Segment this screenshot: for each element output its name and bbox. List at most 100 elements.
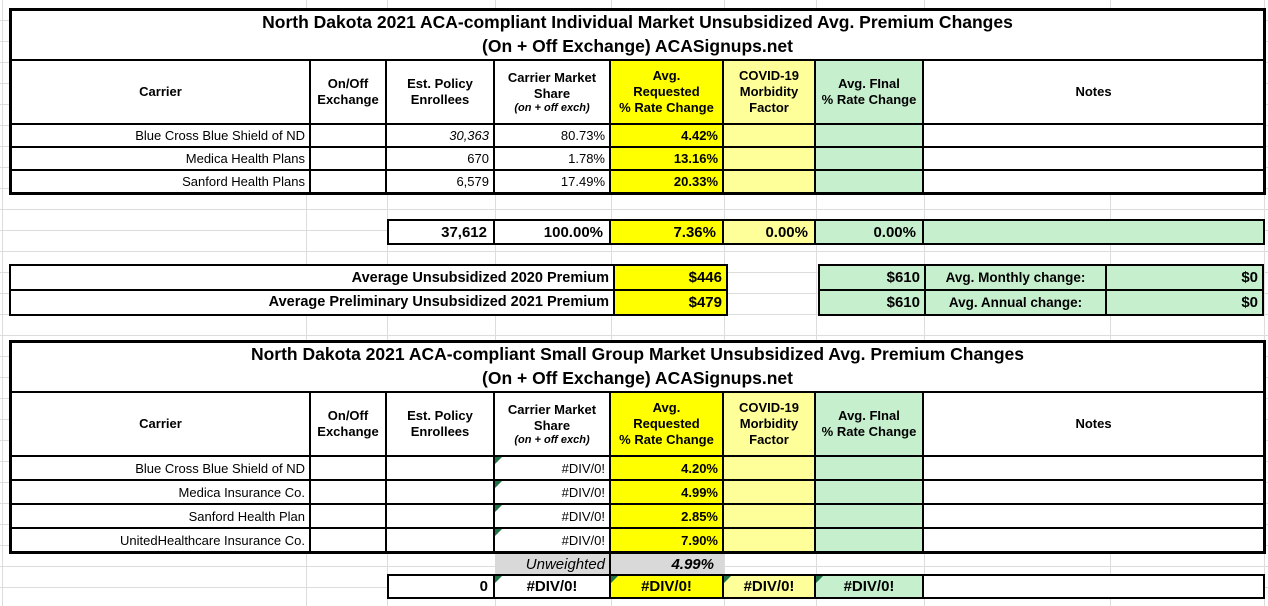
col-header-label: Est. Policy Enrollees <box>407 75 473 107</box>
totals-requested-cell: 7.36% <box>611 221 724 243</box>
covid-cell <box>724 481 816 503</box>
exchange-cell <box>311 457 387 479</box>
carrier-cell: Sanford Health Plans <box>12 171 311 192</box>
table-title: North Dakota 2021 ACA-compliant Individu… <box>12 11 1263 59</box>
market-share-cell: 80.73% <box>495 125 611 146</box>
enrollees-cell: 670 <box>387 148 495 169</box>
premium-final-cell: $610 <box>820 290 926 314</box>
final-cell <box>816 505 924 527</box>
cell-value: #DIV/0! <box>641 578 692 595</box>
gridline <box>816 0 817 606</box>
enrollees-cell: 6,579 <box>387 171 495 192</box>
enrollees-cell <box>387 505 495 527</box>
error-indicator-triangle <box>495 457 502 464</box>
unweighted-value-cell: 4.99% <box>611 554 724 574</box>
totals-row: 37,612 100.00% 7.36% 0.00% 0.00% <box>387 219 1265 245</box>
table-row: Blue Cross Blue Shield of ND 30,363 80.7… <box>12 125 1263 146</box>
col-header-label: Carrier Market Share <box>507 401 597 433</box>
col-header-notes: Notes <box>924 61 1263 123</box>
cell-value: #DIV/0! <box>561 532 605 548</box>
table-row: Sanford Health Plans 6,579 17.49% 20.33% <box>12 169 1263 192</box>
premium-value-cell: $446 <box>615 266 726 289</box>
col-header-label: Carrier <box>139 415 182 431</box>
col-header-label: Carrier Market Share <box>507 69 597 101</box>
premium-label-box: Average Unsubsidized 2020 Premium $446 <box>9 264 728 291</box>
col-header-label: Notes <box>1075 83 1112 99</box>
enrollees-cell <box>387 481 495 503</box>
table-title-line2: (On + Off Exchange) ACASignups.net <box>482 368 793 388</box>
col-header-market-share: Carrier Market Share (on + off exch) <box>495 61 611 123</box>
notes-cell <box>924 457 1263 479</box>
totals-market-share-cell: #DIV/0! <box>495 576 611 597</box>
final-cell <box>816 148 924 169</box>
notes-cell <box>924 505 1263 527</box>
requested-cell: 4.42% <box>611 125 724 146</box>
totals-covid-cell: 0.00% <box>724 221 816 243</box>
col-header-label: COVID-19 Morbidity Factor <box>739 67 799 116</box>
col-header-label: COVID-19 Morbidity Factor <box>739 399 799 448</box>
notes-cell <box>924 171 1263 192</box>
premium-row-2021: Average Preliminary Unsubsidized 2021 Pr… <box>9 288 1264 316</box>
col-header-label: On/Off Exchange <box>317 407 379 439</box>
unweighted-row: Unweighted 4.99% <box>495 554 724 574</box>
premium-label-cell: Average Unsubsidized 2020 Premium <box>11 266 615 289</box>
market-share-cell: #DIV/0! <box>495 481 611 503</box>
final-cell <box>816 171 924 192</box>
covid-cell <box>724 505 816 527</box>
error-indicator-triangle <box>611 576 618 583</box>
table-title-line2: (On + Off Exchange) ACASignups.net <box>482 36 793 56</box>
covid-cell <box>724 171 816 192</box>
carrier-cell: Sanford Health Plan <box>12 505 311 527</box>
premium-row-2020: Average Unsubsidized 2020 Premium $446 $… <box>9 264 1264 291</box>
error-indicator-triangle <box>495 505 502 512</box>
exchange-cell <box>311 171 387 192</box>
error-indicator-triangle <box>495 529 502 536</box>
exchange-cell <box>311 148 387 169</box>
error-indicator-triangle <box>495 576 502 583</box>
enrollees-cell <box>387 457 495 479</box>
exchange-cell <box>311 505 387 527</box>
premium-row-gap <box>728 289 818 316</box>
col-header-enrollees: Est. Policy Enrollees <box>387 393 495 455</box>
enrollees-cell <box>387 529 495 551</box>
notes-cell <box>924 125 1263 146</box>
final-cell <box>816 529 924 551</box>
premium-label-box: Average Preliminary Unsubsidized 2021 Pr… <box>9 288 728 316</box>
totals-requested-cell: #DIV/0! <box>611 576 724 597</box>
premium-change-label-cell: Avg. Monthly change: <box>926 266 1107 289</box>
col-header-covid: COVID-19 Morbidity Factor <box>724 393 816 455</box>
gridline <box>1264 0 1265 606</box>
col-header-label: Avg. FInal % Rate Change <box>821 75 917 107</box>
premium-change-value-cell: $0 <box>1107 290 1262 314</box>
col-header-requested: Avg. Requested % Rate Change <box>611 393 724 455</box>
totals-notes-cell <box>924 221 1263 243</box>
table-row: Medica Health Plans 670 1.78% 13.16% <box>12 146 1263 169</box>
cell-value: #DIV/0! <box>526 578 578 595</box>
premium-label-cell: Average Preliminary Unsubsidized 2021 Pr… <box>11 290 615 314</box>
totals-notes-cell <box>924 576 1263 597</box>
requested-cell: 20.33% <box>611 171 724 192</box>
cell-value: #DIV/0! <box>561 484 605 500</box>
premium-change-box: $610 Avg. Monthly change: $0 <box>818 264 1264 291</box>
header-row: Carrier On/Off Exchange Est. Policy Enro… <box>12 59 1263 125</box>
col-header-label: Carrier <box>139 83 182 99</box>
totals-row: 0 #DIV/0! #DIV/0! #DIV/0! #DIV/0! <box>387 574 1265 599</box>
error-indicator-triangle <box>495 481 502 488</box>
requested-cell: 7.90% <box>611 529 724 551</box>
col-header-carrier: Carrier <box>12 61 311 123</box>
table-title-line1: North Dakota 2021 ACA-compliant Small Gr… <box>250 344 1025 365</box>
market-share-cell: #DIV/0! <box>495 505 611 527</box>
col-header-final: Avg. FInal % Rate Change <box>816 61 924 123</box>
carrier-cell: Medica Health Plans <box>12 148 311 169</box>
enrollees-cell: 30,363 <box>387 125 495 146</box>
market-share-cell: 1.78% <box>495 148 611 169</box>
exchange-cell <box>311 125 387 146</box>
col-header-covid: COVID-19 Morbidity Factor <box>724 61 816 123</box>
market-share-cell: 17.49% <box>495 171 611 192</box>
requested-cell: 4.99% <box>611 481 724 503</box>
cell-value: #DIV/0! <box>561 508 605 524</box>
totals-final-cell: 0.00% <box>816 221 924 243</box>
cell-value: #DIV/0! <box>561 460 605 476</box>
covid-cell <box>724 125 816 146</box>
